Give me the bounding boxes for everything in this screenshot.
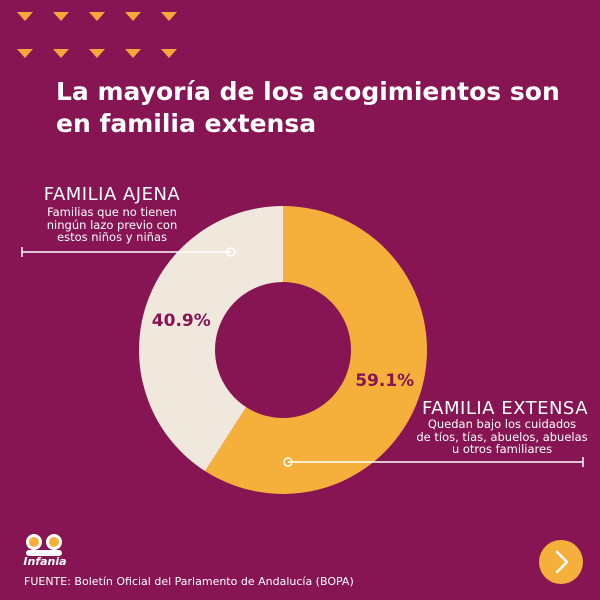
page-title: La mayoría de los acogimientos son en fa… [56, 76, 576, 140]
ajena-desc-line: Familias que no tienen [47, 205, 177, 219]
connector-extensa [283, 457, 584, 467]
triangle-icon [125, 12, 141, 21]
triangle-icon [89, 12, 105, 21]
slice-familia-ajena [139, 206, 283, 472]
triangle-icon [125, 49, 141, 58]
slice-familia-extensa [205, 206, 428, 495]
title-line-1: La mayoría de los acogimientos son [56, 77, 560, 106]
triangle-icon [53, 12, 69, 21]
title-line-2: en familia extensa [56, 109, 317, 138]
slice-label-familia-ajena: 40.9% [152, 311, 211, 331]
triangle-icon [161, 49, 177, 58]
extensa-desc-line: Quedan bajo los cuidados [427, 417, 577, 431]
logo-text: Infania [23, 555, 67, 568]
extensa-desc-line: u otros familiares [451, 442, 553, 456]
extensa-heading: FAMILIA EXTENSA [421, 398, 589, 419]
triangle-icon [17, 49, 33, 58]
triangle-icon [53, 49, 69, 58]
extensa-description: Quedan bajo los cuidados de tíos, tías, … [412, 418, 592, 456]
source-note: FUENTE: Boletín Oficial del Parlamento d… [24, 575, 354, 588]
triangle-icon [161, 12, 177, 21]
infania-logo [26, 534, 62, 556]
next-button[interactable] [539, 540, 583, 584]
chevron-right-icon [555, 550, 569, 574]
triangle-icon [89, 49, 105, 58]
decorative-triangles [17, 12, 177, 58]
triangle-icon [17, 12, 33, 21]
ajena-desc-line: estos niños y niñas [57, 230, 167, 244]
ajena-description: Familias que no tienen ningún lazo previ… [22, 206, 202, 244]
connector-ajena [21, 247, 236, 257]
extensa-desc-line: de tíos, tías, abuelos, abuelas [416, 429, 588, 444]
slice-label-familia-extensa: 59.1% [355, 371, 414, 391]
ajena-desc-line: ningún lazo previo con [46, 217, 178, 232]
ajena-heading: FAMILIA AJENA [43, 184, 181, 205]
